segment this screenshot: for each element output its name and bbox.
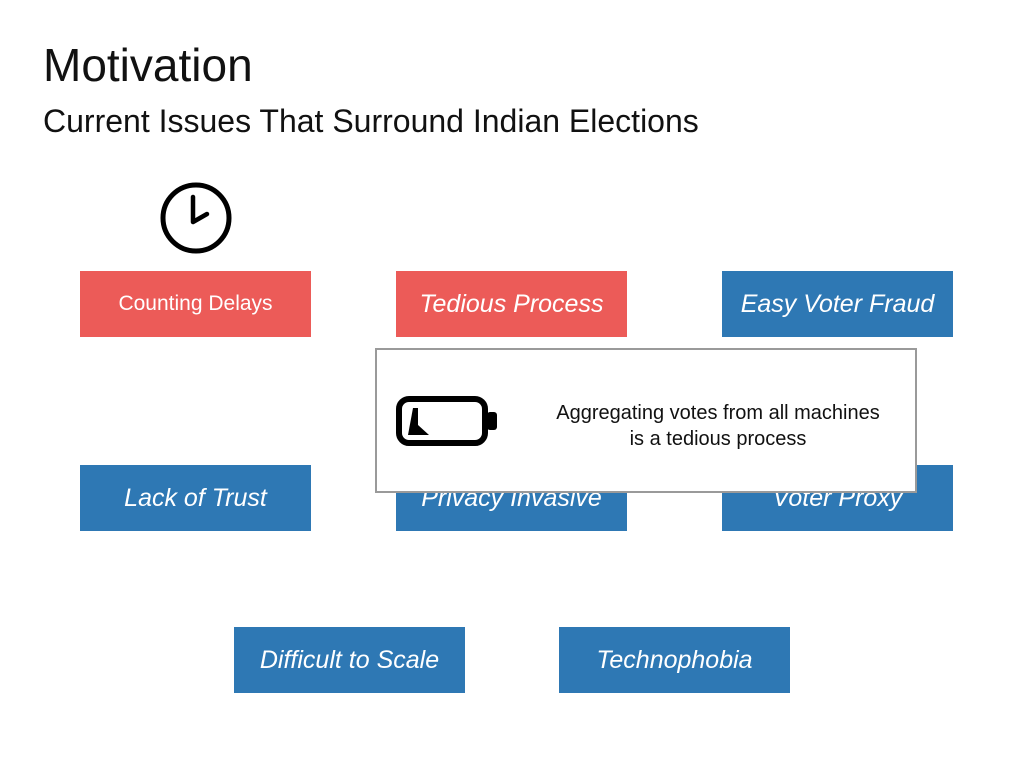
issue-label: Easy Voter Fraud <box>740 289 935 318</box>
issue-label: Difficult to Scale <box>259 645 440 674</box>
issue-label: Tedious Process <box>419 289 604 318</box>
issue-lack-of-trust[interactable]: Lack of Trust <box>80 465 311 531</box>
clock-icon <box>160 182 232 254</box>
low-battery-icon <box>396 396 497 446</box>
issue-label: Technophobia <box>596 645 753 674</box>
issue-label: Counting Delays <box>118 292 273 315</box>
issue-tedious-process[interactable]: Tedious Process <box>396 271 627 337</box>
issue-easy-voter-fraud[interactable]: Easy Voter Fraud <box>722 271 953 337</box>
issue-detail-popup: Aggregating votes from all machines is a… <box>375 348 917 493</box>
slide-subtitle: Current Issues That Surround Indian Elec… <box>43 103 699 139</box>
issue-counting-delays[interactable]: Counting Delays <box>80 271 311 337</box>
issue-detail-line-2: is a tedious process <box>629 428 807 450</box>
issue-detail-text: Aggregating votes from all machines is a… <box>525 400 911 452</box>
issue-difficult-to-scale[interactable]: Difficult to Scale <box>234 627 465 693</box>
issue-label: Lack of Trust <box>124 483 267 512</box>
issue-technophobia[interactable]: Technophobia <box>559 627 790 693</box>
slide-title: Motivation <box>43 39 253 91</box>
issue-detail-line-1: Aggregating votes from all machines <box>556 402 880 424</box>
